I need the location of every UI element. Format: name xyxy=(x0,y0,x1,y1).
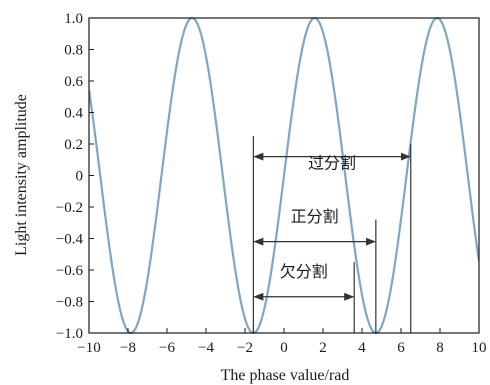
series-line-0 xyxy=(89,16,479,335)
y-tick-label: 0.8 xyxy=(64,43,83,59)
y-tick-label: 1.0 xyxy=(64,11,83,27)
plot-area xyxy=(89,16,479,335)
x-tick-label: −4 xyxy=(198,340,214,356)
x-tick-label: −2 xyxy=(237,340,253,356)
x-tick-label: −10 xyxy=(77,340,100,356)
annotation-label-0: 过分割 xyxy=(308,153,356,172)
y-tick-label: −0.4 xyxy=(56,232,84,248)
x-tick-label: 10 xyxy=(472,340,487,356)
x-tick-label: −8 xyxy=(120,340,136,356)
y-tick-label: 0.6 xyxy=(64,74,83,90)
x-tick-label: −6 xyxy=(159,340,175,356)
x-axis-title: The phase value/rad xyxy=(221,367,350,384)
x-tick-label: 6 xyxy=(397,340,405,356)
y-tick-label: −0.2 xyxy=(56,200,83,216)
x-tick-label: 0 xyxy=(280,340,288,356)
x-tick-label: 8 xyxy=(436,340,444,356)
y-tick-label: −0.8 xyxy=(56,295,83,311)
y-tick-label: 0.4 xyxy=(64,106,83,122)
annotation-label-2: 欠分割 xyxy=(280,262,328,281)
x-tick-label: 2 xyxy=(319,340,327,356)
x-tick-label: 4 xyxy=(358,340,366,356)
y-axis-title: Light intensity amplitude xyxy=(13,94,30,256)
y-tick-label: −0.6 xyxy=(56,263,84,279)
annotation-label-1: 正分割 xyxy=(291,207,339,226)
y-tick-label: −1.0 xyxy=(56,326,83,342)
y-tick-label: 0 xyxy=(76,169,84,185)
axes: −10 −8 −6 −4 −2 0 2 4 6 8 10 1.0 0.8 0.6 0.4 0.2 0 −0.2 −0… xyxy=(56,11,487,356)
y-tick-label: 0.2 xyxy=(64,137,83,153)
